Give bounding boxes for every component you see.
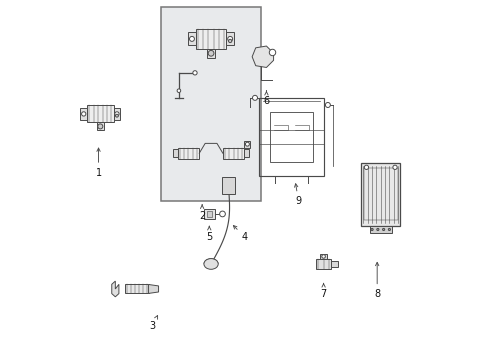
Circle shape — [208, 50, 214, 56]
Bar — [204, 208, 215, 219]
Circle shape — [393, 165, 397, 170]
Text: 8: 8 — [374, 262, 380, 299]
Bar — [259, 98, 323, 176]
Text: 2: 2 — [199, 205, 205, 221]
Bar — [125, 284, 148, 293]
Circle shape — [220, 211, 225, 217]
Circle shape — [364, 165, 368, 170]
Text: 4: 4 — [233, 226, 248, 242]
Bar — [223, 148, 245, 159]
Polygon shape — [148, 284, 159, 293]
Bar — [270, 112, 313, 162]
Text: 1: 1 — [96, 148, 101, 178]
Bar — [196, 29, 226, 49]
Bar — [331, 261, 338, 267]
Bar — [245, 149, 249, 157]
Circle shape — [377, 228, 379, 230]
Text: 5: 5 — [206, 226, 212, 242]
Circle shape — [325, 103, 330, 108]
Ellipse shape — [204, 258, 218, 269]
Text: 7: 7 — [320, 284, 327, 299]
Text: 6: 6 — [263, 91, 270, 107]
Circle shape — [115, 112, 119, 116]
Bar — [207, 211, 212, 217]
Circle shape — [245, 142, 249, 146]
Bar — [370, 226, 392, 233]
Polygon shape — [112, 281, 119, 297]
Bar — [114, 108, 120, 120]
Bar — [320, 254, 327, 258]
Circle shape — [193, 71, 197, 75]
Circle shape — [252, 95, 258, 100]
Bar — [245, 141, 250, 148]
Text: 9: 9 — [294, 184, 302, 206]
Circle shape — [190, 36, 195, 41]
Bar — [87, 105, 114, 122]
Circle shape — [270, 49, 276, 56]
Bar — [361, 163, 400, 226]
Bar — [207, 49, 215, 58]
Circle shape — [228, 39, 232, 42]
Bar — [173, 149, 178, 157]
Polygon shape — [252, 46, 273, 67]
Circle shape — [81, 112, 86, 116]
Bar — [80, 108, 87, 120]
Circle shape — [322, 255, 325, 258]
Bar — [226, 32, 234, 45]
Bar — [97, 122, 103, 130]
Bar — [178, 148, 199, 159]
Circle shape — [228, 36, 233, 41]
Text: 3: 3 — [149, 315, 158, 332]
Bar — [188, 32, 196, 45]
Bar — [364, 168, 397, 220]
Bar — [317, 258, 331, 269]
Circle shape — [371, 228, 373, 230]
Circle shape — [383, 228, 385, 230]
Circle shape — [389, 228, 391, 230]
Bar — [161, 7, 261, 202]
Circle shape — [177, 89, 181, 93]
Circle shape — [116, 114, 119, 117]
Circle shape — [98, 124, 103, 129]
Bar — [222, 177, 235, 194]
